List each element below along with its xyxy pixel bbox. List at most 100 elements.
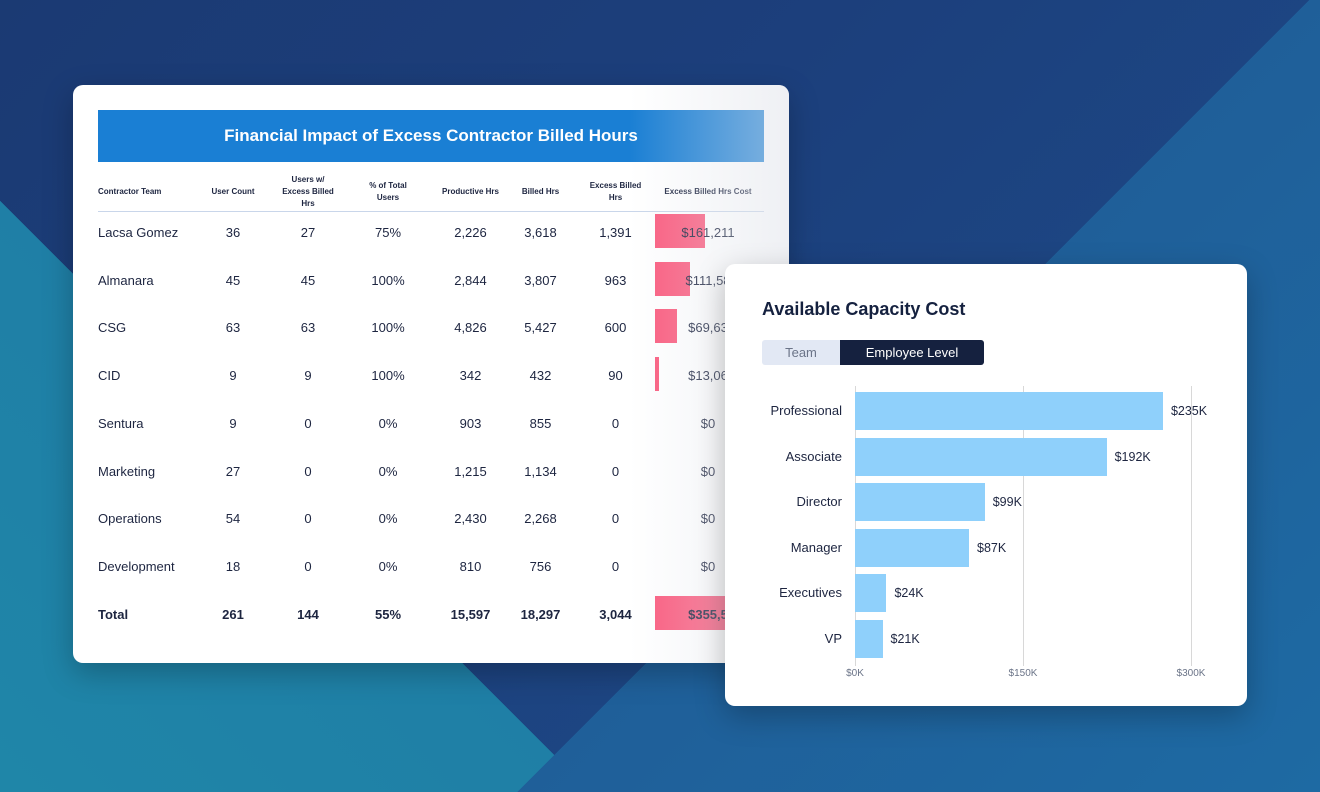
x-tick-label: $300K bbox=[1176, 668, 1206, 679]
bar-executives bbox=[855, 574, 887, 613]
excess-cell: 0 bbox=[611, 511, 620, 527]
pct-cell: 75% bbox=[374, 225, 402, 240]
excess_users-cell: 0 bbox=[304, 463, 312, 479]
billed-cell: 18,297 bbox=[520, 607, 561, 622]
category-label: Professional bbox=[770, 403, 842, 418]
pct-cell: 100% bbox=[371, 272, 405, 288]
billed-cell: 2,268 bbox=[524, 511, 557, 527]
capacity-title: Available Capacity Cost bbox=[762, 299, 966, 319]
pct-cell: 0% bbox=[378, 511, 398, 527]
column-header: Billed Hrs bbox=[521, 187, 560, 196]
header-divider bbox=[98, 211, 764, 212]
users-cell: 261 bbox=[222, 607, 244, 622]
bar-professional bbox=[855, 392, 1163, 430]
column-header: Excess Billed Hrs bbox=[589, 181, 642, 202]
excess_users-cell: 144 bbox=[297, 607, 319, 622]
billed-cell: 5,427 bbox=[524, 320, 557, 336]
bar-associate bbox=[855, 437, 1107, 476]
team-cell: Total bbox=[98, 607, 129, 622]
data-label: $99K bbox=[992, 495, 1022, 510]
excess-cell: 0 bbox=[611, 415, 620, 431]
team-cell: Sentura bbox=[98, 415, 144, 431]
pct-cell: 100% bbox=[371, 368, 405, 384]
billed-cell: 1,134 bbox=[524, 463, 557, 479]
excess_users-cell: 45 bbox=[300, 272, 316, 288]
team-cell: Marketing bbox=[98, 463, 156, 479]
excess_users-cell: 0 bbox=[304, 558, 312, 574]
cost-cell: $111,58 bbox=[685, 272, 731, 288]
capacity-cost-card: Available Capacity Cost Team Employee Le… bbox=[725, 264, 1247, 706]
productive-cell: 903 bbox=[459, 415, 482, 431]
users-cell: 45 bbox=[225, 272, 241, 288]
bar-manager bbox=[855, 528, 969, 567]
x-tick-label: $0K bbox=[846, 668, 864, 679]
column-header: Contractor Team bbox=[98, 187, 162, 196]
category-label: Associate bbox=[785, 448, 842, 464]
excess-cell: 0 bbox=[611, 463, 620, 479]
cost-cell: $355,5 bbox=[688, 607, 728, 622]
tab-employee-level[interactable]: Employee Level bbox=[840, 340, 984, 365]
excess_users-cell: 27 bbox=[300, 225, 316, 240]
data-label: $21K bbox=[890, 632, 920, 646]
productive-cell: 2,430 bbox=[454, 511, 487, 527]
category-label: Manager bbox=[790, 539, 842, 555]
x-tick-label: $150K bbox=[1008, 668, 1038, 679]
column-header: Excess Billed Hrs Cost bbox=[664, 187, 752, 196]
cost-cell: $161,211 bbox=[681, 225, 735, 240]
billed-cell: 855 bbox=[529, 415, 552, 431]
category-label: Director bbox=[796, 494, 842, 510]
pct-cell: 0% bbox=[378, 558, 398, 574]
pct-cell: 100% bbox=[371, 320, 405, 336]
cost-cell: $0 bbox=[700, 558, 716, 574]
excess-cell: 963 bbox=[604, 272, 627, 288]
gridline bbox=[1191, 386, 1192, 666]
excess-cell: 600 bbox=[604, 320, 627, 336]
data-label: $192K bbox=[1114, 449, 1151, 464]
productive-cell: 1,215 bbox=[454, 463, 487, 479]
users-cell: 27 bbox=[225, 463, 241, 479]
category-label: Executives bbox=[779, 585, 842, 601]
data-label: $235K bbox=[1170, 404, 1208, 418]
users-cell: 63 bbox=[225, 320, 241, 336]
excess_users-cell: 0 bbox=[304, 511, 312, 527]
excess-cell: 3,044 bbox=[599, 607, 632, 622]
bar-director bbox=[855, 483, 985, 522]
team-cell: Lacsa Gomez bbox=[98, 225, 179, 240]
users-cell: 9 bbox=[229, 368, 237, 384]
excess_users-cell: 9 bbox=[304, 368, 312, 384]
cost-cell: $0 bbox=[700, 463, 716, 479]
cost-bar bbox=[655, 214, 705, 248]
data-label: $87K bbox=[977, 540, 1007, 555]
billed-cell: 756 bbox=[529, 558, 552, 574]
productive-cell: 2,844 bbox=[454, 272, 487, 288]
productive-cell: 2,226 bbox=[454, 225, 487, 240]
team-cell: Development bbox=[98, 558, 175, 574]
team-cell: CSG bbox=[98, 320, 127, 336]
cost-cell: $69,63 bbox=[688, 320, 728, 336]
column-header: % of Total Users bbox=[369, 181, 407, 202]
team-cell: Operations bbox=[98, 511, 162, 527]
category-label: VP bbox=[824, 631, 842, 646]
users-cell: 54 bbox=[225, 511, 241, 527]
users-cell: 9 bbox=[229, 415, 237, 431]
productive-cell: 342 bbox=[459, 368, 482, 384]
excess-hours-table-card: Financial Impact of Excess Contractor Bi… bbox=[73, 85, 789, 663]
team-cell: Almanara bbox=[98, 272, 154, 288]
billed-cell: 432 bbox=[529, 368, 552, 384]
cost-bar bbox=[655, 309, 677, 344]
excess-cell: 90 bbox=[608, 368, 623, 384]
cost-cell: $0 bbox=[700, 511, 716, 527]
gridline bbox=[1023, 386, 1024, 666]
column-header: Users w/ Excess Billed Hrs bbox=[282, 175, 334, 208]
tab-team[interactable]: Team bbox=[762, 340, 840, 365]
cost-cell: $0 bbox=[700, 415, 716, 431]
column-header: Productive Hrs bbox=[442, 187, 499, 196]
pct-cell: 0% bbox=[378, 463, 398, 479]
column-header: User Count bbox=[211, 187, 255, 196]
users-cell: 18 bbox=[225, 558, 241, 574]
gridline bbox=[855, 386, 856, 666]
team-cell: CID bbox=[98, 368, 121, 384]
cost-bar bbox=[655, 261, 690, 296]
users-cell: 36 bbox=[225, 225, 241, 240]
billed-cell: 3,807 bbox=[524, 272, 557, 288]
